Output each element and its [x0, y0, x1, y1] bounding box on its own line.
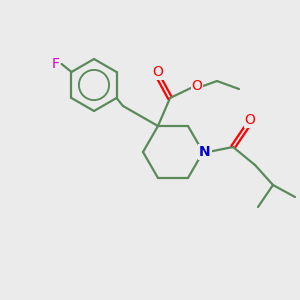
Text: O: O	[192, 79, 203, 93]
Text: F: F	[52, 57, 60, 71]
Text: N: N	[199, 145, 211, 159]
Text: O: O	[244, 113, 255, 127]
Text: O: O	[153, 65, 164, 79]
